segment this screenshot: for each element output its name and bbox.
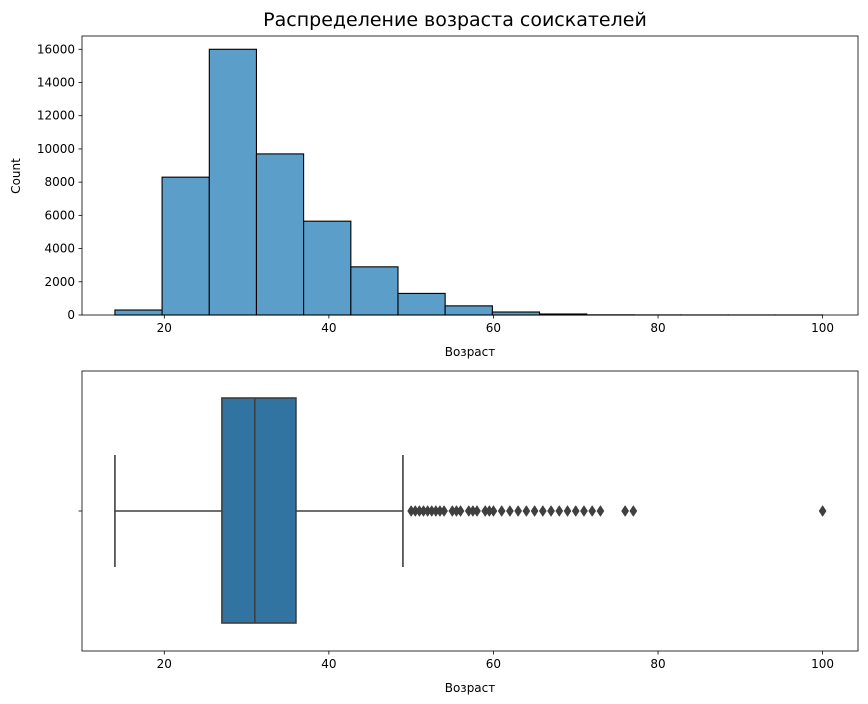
boxplot-x-tick-label: 40 — [321, 657, 336, 671]
histogram-y-tick-label: 8000 — [44, 175, 75, 189]
histogram-x-tick-label: 80 — [650, 321, 665, 335]
histogram-x-axis-label: Возраст — [445, 345, 496, 359]
boxplot-outlier — [440, 505, 448, 517]
histogram-bar — [444, 305, 493, 316]
histogram-y-tick-label: 6000 — [44, 208, 75, 222]
boxplot-x-tick-label: 60 — [486, 657, 501, 671]
boxplot-outlier — [588, 505, 597, 517]
boxplot-outlier — [596, 505, 605, 517]
boxplot-outlier — [555, 505, 564, 517]
boxplot-outlier — [456, 505, 465, 517]
histogram-x-tick-label: 20 — [157, 321, 172, 335]
boxplot-outlier — [514, 505, 523, 517]
histogram-bar — [303, 220, 352, 316]
boxplot-x-tick-label: 20 — [157, 657, 172, 671]
histogram-y-tick-label: 4000 — [44, 242, 75, 256]
boxplot-outlier — [497, 505, 506, 517]
boxplot-x-axis-label: Возраст — [445, 681, 496, 695]
histogram-y-tick-label: 0 — [67, 308, 75, 322]
histogram-bar — [491, 311, 541, 316]
boxplot-outlier — [538, 505, 547, 517]
histogram-y-tick-label: 12000 — [37, 109, 75, 123]
boxplot-outlier — [621, 505, 630, 517]
histogram-bar — [350, 266, 399, 316]
boxplot-frame — [81, 370, 859, 652]
chart-title: Распределение возраста соискателей — [263, 9, 647, 31]
histogram-x-tick-label: 60 — [486, 321, 501, 335]
boxplot-outlier — [506, 505, 514, 517]
histogram-x-tick-label: 100 — [811, 321, 834, 335]
boxplot-outlier — [580, 505, 588, 517]
histogram-bar — [161, 176, 210, 316]
boxplot-outlier — [563, 505, 572, 517]
histogram-y-tick-label: 10000 — [37, 142, 75, 156]
boxplot-outlier — [522, 505, 531, 517]
histogram-frame — [81, 35, 859, 316]
boxplot-plot: 20 40 60 80 100 Возраст — [78, 370, 859, 695]
boxplot-outlier — [818, 505, 827, 517]
boxplot-outlier — [547, 505, 555, 517]
boxplot-box — [221, 397, 297, 624]
histogram-y-tick-label: 14000 — [37, 76, 75, 90]
boxplot-outlier — [530, 505, 539, 517]
boxplot-outlier — [473, 505, 481, 517]
histogram-bar — [255, 153, 305, 316]
histogram-x-tick-label: 40 — [321, 321, 336, 335]
histogram-y-tick-label: 16000 — [37, 42, 75, 56]
histogram-y-tick-label: 2000 — [44, 275, 75, 289]
boxplot-outlier — [489, 505, 498, 517]
histogram-bar — [397, 292, 446, 316]
histogram-bar — [114, 309, 163, 316]
histogram-plot: 20 40 60 80 100 0 2000 4000 6000 8000 10000 12000 1… — [9, 35, 859, 359]
histogram-bar — [208, 48, 258, 316]
boxplot-x-tick-label: 80 — [650, 657, 665, 671]
boxplot-x-tick-label: 100 — [811, 657, 834, 671]
histogram-y-axis-label: Count — [9, 158, 23, 194]
boxplot-outlier — [571, 505, 580, 517]
boxplot-outlier — [629, 505, 638, 517]
